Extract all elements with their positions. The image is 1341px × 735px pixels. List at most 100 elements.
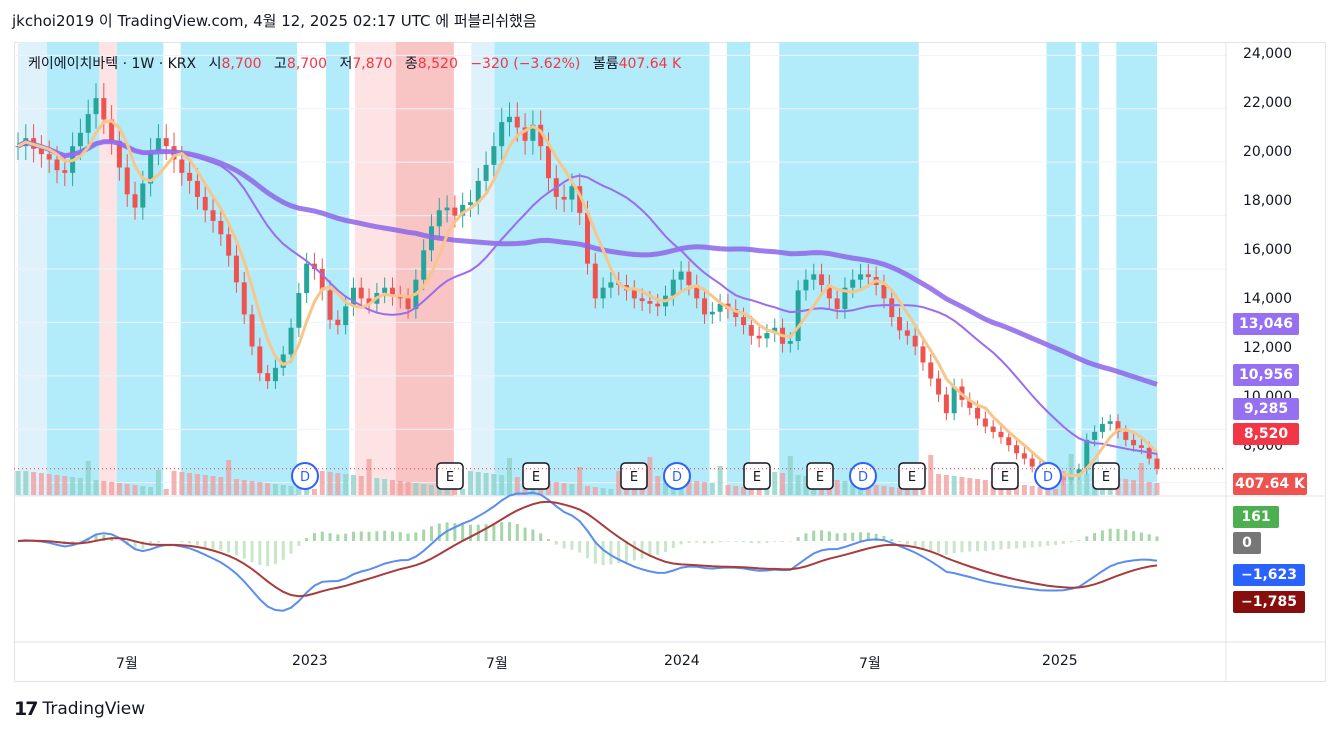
macd-hist-bar xyxy=(266,541,270,567)
earnings-marker-icon xyxy=(620,462,648,490)
macd-hist-bar xyxy=(328,533,332,541)
macd-hist-bar xyxy=(141,541,145,549)
macd-hist-bar xyxy=(890,538,894,541)
macd-hist-bar xyxy=(156,541,160,543)
macd-hist-bar xyxy=(882,535,886,541)
macd-line xyxy=(17,491,1158,612)
volume-bar xyxy=(600,488,606,495)
volume-bar xyxy=(155,470,161,495)
volume-bar xyxy=(709,483,715,495)
earnings-marker-label: E xyxy=(446,470,454,485)
macd-hist-tag: 161 xyxy=(1233,506,1279,528)
macd-hist-bar xyxy=(913,541,917,547)
macd-hist-bar xyxy=(983,541,987,551)
volume-bar xyxy=(506,458,512,495)
macd-hist-bar xyxy=(359,531,363,541)
candle-body xyxy=(124,167,130,195)
volume-bar xyxy=(1060,471,1066,495)
candle-body xyxy=(772,327,778,334)
macd-hist-bar xyxy=(991,541,995,551)
volume-bar xyxy=(218,477,224,495)
time-tick: 7월 xyxy=(116,656,138,672)
candle-body xyxy=(990,426,996,432)
volume-bar xyxy=(210,476,216,495)
publish-text: 이 TradingView.com, 4월 12, 2025 02:17 UTC… xyxy=(98,12,537,30)
candle-body xyxy=(889,298,895,318)
candle-body xyxy=(967,399,973,408)
volume-bar xyxy=(350,475,356,495)
macd-hist-bar xyxy=(429,526,433,541)
signal-tag: −1,785 xyxy=(1233,591,1305,613)
dividend-marker-label: D xyxy=(672,470,682,485)
macd-hist-bar xyxy=(632,541,636,561)
macd-hist-bar xyxy=(1054,541,1058,545)
candle-body xyxy=(475,180,481,203)
candle-body xyxy=(787,341,793,344)
volume-bar xyxy=(124,484,130,495)
macd-hist-bar xyxy=(203,541,207,548)
macd-hist-bar xyxy=(1030,541,1034,548)
username[interactable]: jkchoi2019 xyxy=(12,12,95,30)
candle-body xyxy=(241,282,247,315)
macd-hist-bar xyxy=(1015,541,1019,549)
volume-bar xyxy=(163,489,169,495)
volume-bar xyxy=(249,481,255,495)
tradingview-logo-icon: 𝟭𝟳 xyxy=(14,698,38,720)
candle-body xyxy=(460,204,466,216)
candle-body xyxy=(1029,458,1035,467)
candle-body xyxy=(655,303,661,307)
volume-bar xyxy=(15,471,21,495)
tradingview-footer[interactable]: 𝟭𝟳 TradingView xyxy=(14,698,145,720)
volume-bar xyxy=(335,473,341,495)
macd-hist-bar xyxy=(398,532,402,541)
volume-bar xyxy=(772,472,778,495)
macd-hist-bar xyxy=(195,541,199,546)
macd-hist-bar xyxy=(1085,536,1089,541)
candle-body xyxy=(608,282,614,288)
macd-hist-bar xyxy=(336,534,340,541)
candle-body xyxy=(272,367,278,382)
candle-body xyxy=(951,386,957,414)
macd-hist-bar xyxy=(211,541,215,549)
candle-body xyxy=(741,317,747,326)
candle-body xyxy=(1131,439,1137,446)
macd-hist-bar xyxy=(905,541,909,545)
candle-body xyxy=(444,207,450,211)
candle-body xyxy=(600,287,606,299)
macd-hist-bar xyxy=(921,541,925,549)
macd-hist-bar xyxy=(305,537,309,541)
macd-hist-bar xyxy=(640,541,644,559)
macd-hist-bar xyxy=(944,541,948,555)
high-value: 8,700 xyxy=(286,56,327,72)
macd-hist-bar xyxy=(406,533,410,541)
symbol-label[interactable]: 케이에이치바텍 · 1W · KRX xyxy=(28,56,197,72)
candle-body xyxy=(249,314,255,347)
macd-hist-bar xyxy=(718,541,722,543)
candle-body xyxy=(764,333,770,339)
volume-bar xyxy=(374,478,380,495)
macd-hist-bar xyxy=(1046,541,1050,546)
volume-bar xyxy=(1014,484,1020,495)
volume-bar xyxy=(982,480,988,495)
volume-bar xyxy=(647,457,653,495)
candle-body xyxy=(499,122,505,147)
earnings-marker-icon xyxy=(436,462,464,490)
candle-body xyxy=(639,298,645,302)
candle-body xyxy=(319,269,325,291)
volume-bar xyxy=(975,479,981,495)
volume-bar xyxy=(132,485,138,495)
dividend-marker-label: D xyxy=(300,470,310,485)
macd-hist-bar xyxy=(492,523,496,541)
volume-value: 407.64 K xyxy=(618,56,682,72)
earnings-marker-icon xyxy=(743,462,771,490)
candle-body xyxy=(865,274,871,278)
candle-body xyxy=(54,159,60,171)
price-tick: 14,000 xyxy=(1243,291,1292,307)
candle-body xyxy=(717,303,723,312)
time-tick: 2024 xyxy=(664,653,700,669)
volume-bar xyxy=(725,485,731,495)
macd-hist-bar xyxy=(94,534,98,541)
volume-bar xyxy=(577,467,583,495)
macd-hist-bar xyxy=(617,541,621,564)
